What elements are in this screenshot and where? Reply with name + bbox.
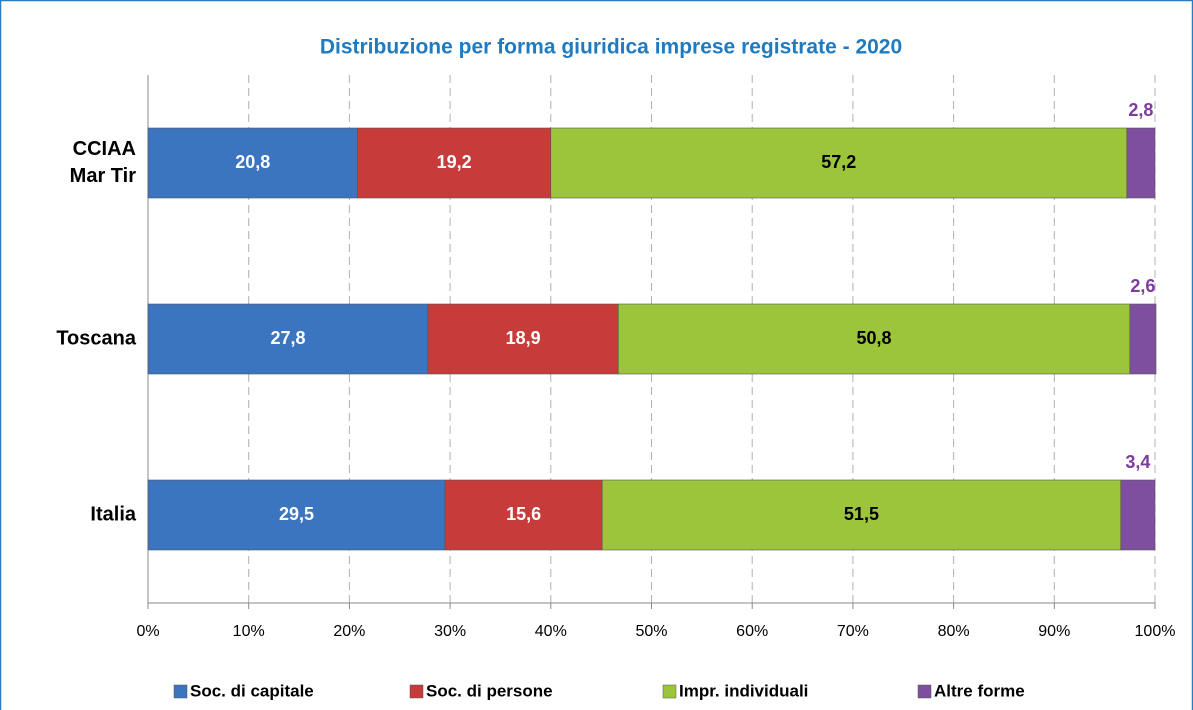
bar-segment bbox=[147, 303, 429, 375]
x-tick-label: 10% bbox=[233, 623, 265, 640]
data-label: 57,2 bbox=[821, 152, 856, 172]
bar-segment bbox=[444, 479, 603, 551]
legend-label: Altre forme bbox=[934, 681, 1025, 700]
data-label: 20,8 bbox=[235, 152, 270, 172]
x-tick-label: 80% bbox=[938, 623, 970, 640]
data-label: 2,8 bbox=[1128, 100, 1153, 120]
data-label: 19,2 bbox=[437, 152, 472, 172]
bar-segment bbox=[601, 479, 1122, 551]
y-tick-label: Italia bbox=[90, 503, 136, 526]
legend-label: Soc. di capitale bbox=[190, 681, 314, 700]
bar-segment bbox=[617, 303, 1131, 375]
x-tick-label: 70% bbox=[837, 623, 869, 640]
x-tick-label: 100% bbox=[1135, 623, 1176, 640]
data-label: 3,4 bbox=[1125, 452, 1150, 472]
data-label: 27,8 bbox=[270, 328, 305, 348]
data-label: 29,5 bbox=[279, 504, 314, 524]
bar-segment bbox=[550, 127, 1128, 199]
x-tick-label: 20% bbox=[333, 623, 365, 640]
data-label: 51,5 bbox=[844, 504, 879, 524]
legend-label: Soc. di persone bbox=[426, 681, 553, 700]
x-tick-label: 30% bbox=[434, 623, 466, 640]
legend-label: Impr. individuali bbox=[679, 681, 808, 700]
x-tick-label: 50% bbox=[635, 623, 667, 640]
data-label: 15,6 bbox=[506, 504, 541, 524]
bar-segment bbox=[1129, 303, 1157, 375]
legend-swatch bbox=[917, 684, 932, 699]
data-label: 18,9 bbox=[506, 328, 541, 348]
legend-swatch bbox=[409, 684, 424, 699]
y-tick-label: Toscana bbox=[56, 327, 136, 350]
bar-segment bbox=[1120, 479, 1156, 551]
chart-title: Distribuzione per forma giuridica impres… bbox=[320, 36, 902, 59]
legend-swatch bbox=[173, 684, 188, 699]
bar-segment bbox=[357, 127, 552, 199]
bar-segment bbox=[427, 303, 619, 375]
x-tick-label: 90% bbox=[1038, 623, 1070, 640]
data-label: 50,8 bbox=[857, 328, 892, 348]
x-tick-label: 0% bbox=[136, 623, 159, 640]
x-tick-label: 40% bbox=[535, 623, 567, 640]
bar-segment bbox=[147, 127, 358, 199]
y-tick-label: CCIAA Mar Tir bbox=[69, 138, 136, 187]
x-tick-label: 60% bbox=[736, 623, 768, 640]
legend-swatch bbox=[662, 684, 677, 699]
data-label: 2,6 bbox=[1130, 276, 1155, 296]
bar-segment bbox=[1126, 127, 1156, 199]
